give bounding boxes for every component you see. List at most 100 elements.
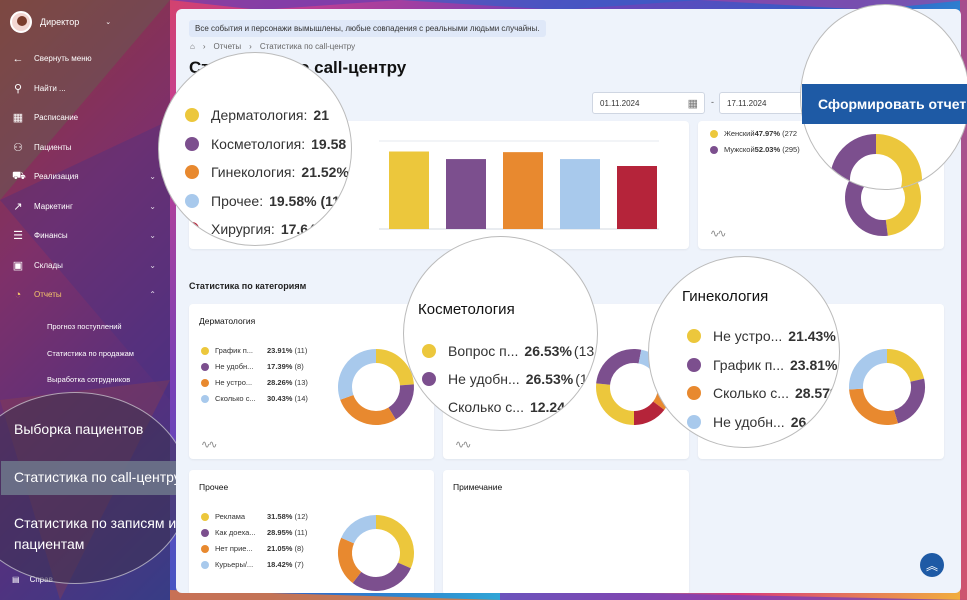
chevrons-up-icon: ︽ xyxy=(925,558,938,573)
zoom-cosmetology: Косметология Вопрос п... 26.53% (13 Не удоб… xyxy=(403,236,598,431)
sidebar-subitem-sales-stats[interactable]: Статистика по продажам xyxy=(47,348,134,358)
chevron-down-icon: ⌄ xyxy=(149,260,156,270)
calendar-icon: ▦ xyxy=(687,98,698,110)
zoom-legend-item: Не удобн... 26 xyxy=(687,414,808,430)
donut-slice-2 xyxy=(596,349,642,386)
zoom-legend-item: Не удобн... 26.53% (13 xyxy=(422,371,595,387)
legend-item: График п... 23.91% (11) xyxy=(201,346,307,355)
sidebar-item-patients[interactable]: ⚇ Пациенты xyxy=(13,141,72,154)
zoom-legend-item: Прочее: 19.58% (111 xyxy=(185,193,349,209)
other-card: Прочее Реклама 31.58% (12) Как доеха... 28.… xyxy=(189,470,434,593)
gynecology-donut xyxy=(849,349,925,425)
donut-slice-4 xyxy=(849,349,888,390)
trend-wave-icon: ∿∿ xyxy=(710,228,727,240)
sidebar-item-warehouses[interactable]: ▣ Склады ⌄ xyxy=(12,259,156,272)
sidebar-item-marketing[interactable]: ↗ Маркетинг ⌄ xyxy=(13,200,156,213)
home-icon[interactable]: ⌂ xyxy=(190,42,195,51)
bar-3 xyxy=(503,152,543,229)
dermatology-donut xyxy=(338,349,414,425)
donut-slice-1 xyxy=(596,383,635,425)
donut-slice-1 xyxy=(875,134,922,189)
breadcrumb: ⌂ › Отчеты › Статистика по call-центру xyxy=(190,42,356,51)
zoom-sidebar-magnifier: Выборка пациентов Статистика по call-цен… xyxy=(0,392,190,584)
sidebar-item-appointments-stats[interactable]: Статистика по записям и xyxy=(14,515,177,531)
chevron-down-icon: ⌄ xyxy=(149,231,156,241)
zoom-active-highlight xyxy=(1,461,189,495)
zoom-legend-item: Гинекология: 21.52% xyxy=(185,164,351,180)
donut-slice-3 xyxy=(340,394,396,425)
legend-female: Женский 47.97% (272 xyxy=(710,129,797,138)
date-separator: - xyxy=(711,97,714,107)
section-title: Статистика по категориям xyxy=(189,281,307,291)
sidebar-item-sales[interactable]: ⛟ Реализация ⌄ xyxy=(12,169,156,182)
disclaimer-notice: Все события и персонажи вымышлены, любые… xyxy=(189,20,546,37)
breadcrumb-current: Статистика по call-центру xyxy=(259,42,356,51)
avatar xyxy=(10,11,32,33)
card-title: Дерматология xyxy=(199,316,256,326)
card-title: Прочее xyxy=(199,482,229,492)
sidebar-subitem-staff-output[interactable]: Выработка сотрудников xyxy=(47,375,131,385)
bar-1 xyxy=(389,151,429,229)
arrow-left-icon: ← xyxy=(12,52,24,65)
bar-2 xyxy=(446,159,486,229)
chevron-down-icon: ⌄ xyxy=(149,172,156,182)
sidebar-item-appointments-stats-cont: пациентам xyxy=(14,536,85,552)
bar-5 xyxy=(617,166,657,229)
zoom-legend-item: Сколько с... 12.24 xyxy=(448,399,566,415)
sidebar-subitem-income-forecast[interactable]: Прогноз поступлений xyxy=(47,322,122,332)
sidebar-item-collapse[interactable]: ← Свернуть меню xyxy=(12,52,92,65)
cart-icon: ⛟ xyxy=(12,169,26,182)
legend-male: Мужской 52.03% (295) xyxy=(710,145,800,154)
search-icon: ⚲ xyxy=(13,82,23,95)
donut-slice-2 xyxy=(388,384,414,420)
donut-slice-2 xyxy=(352,562,411,591)
legend-item: Курьеры/... 18.42% (7) xyxy=(201,560,304,569)
sidebar-item-reports[interactable]: ◔ Отчеты ⌃ xyxy=(0,280,170,310)
legend-item: Не удобн... 17.39% (8) xyxy=(201,362,304,371)
donut-slice-4 xyxy=(338,349,377,400)
legend-item: Как доеха... 28.95% (11) xyxy=(201,528,307,537)
zoom-legend-item: Дерматология: 21 xyxy=(185,107,331,123)
donut-slice-3 xyxy=(849,388,898,425)
dermatology-card: Дерматология График п... 23.91% (11) Не уд… xyxy=(189,304,434,459)
zoom-card-title: Гинекология xyxy=(682,288,769,305)
breadcrumb-reports[interactable]: Отчеты xyxy=(213,42,242,51)
sidebar-item-search[interactable]: ⚲ Найти ... xyxy=(13,82,66,95)
zoom-legend-item: График п... 23.81% xyxy=(687,357,839,373)
calendar-icon: ▦ xyxy=(12,112,24,125)
zoom-legend-item: Не устро... 21.43% xyxy=(687,328,838,344)
zoom-gynecology: Гинекология Не устро... 21.43% График п...… xyxy=(648,256,840,448)
sidebar-item-finance[interactable]: ☰ Финансы ⌄ xyxy=(13,230,156,243)
sidebar-item-callcenter-stats[interactable]: Статистика по call-центру xyxy=(14,469,181,485)
legend-item: Нет прие... 21.05% (8) xyxy=(201,544,304,553)
sidebar-item-schedule[interactable]: ▦ Расписание xyxy=(12,112,79,125)
gender-donut-zoom xyxy=(830,134,922,189)
chevron-up-icon: ⌃ xyxy=(149,290,156,300)
trend-icon: ↗ xyxy=(13,200,23,213)
box-icon: ▣ xyxy=(12,259,24,272)
trend-wave-icon: ∿∿ xyxy=(201,439,218,451)
zoom-legend-item: Косметология: 19.58 xyxy=(185,136,348,152)
bar-chart xyxy=(379,140,659,230)
zoom-card-title: Косметология xyxy=(418,301,515,318)
book-icon: ▤ xyxy=(12,575,20,584)
donut-slice-1 xyxy=(886,349,925,383)
user-role: Директор xyxy=(40,17,80,27)
other-donut xyxy=(338,515,414,591)
trend-wave-icon: ∿∿ xyxy=(455,439,472,451)
bar-4 xyxy=(560,159,600,229)
donut-slice-2 xyxy=(830,134,877,189)
scroll-top-button[interactable]: ︽ xyxy=(920,553,944,577)
zoom-legend-item: Сколько с... 28.57% xyxy=(687,385,839,401)
zoom-legend-item: Вопрос п... 26.53% (13 xyxy=(422,343,594,359)
pie-icon: ◔ xyxy=(14,288,22,301)
users-icon: ⚇ xyxy=(13,141,23,154)
user-menu[interactable]: Директор ⌄ xyxy=(0,0,170,44)
legend-item: Сколько с... 30.43% (14) xyxy=(201,394,308,403)
generate-report-button[interactable]: Сформировать отчет xyxy=(802,84,967,124)
coins-icon: ☰ xyxy=(13,230,23,243)
legend-item: Реклама 31.58% (12) xyxy=(201,512,308,521)
date-from-field[interactable]: 01.11.2024 ▦ xyxy=(592,92,705,114)
legend-item: Не устро... 28.26% (13) xyxy=(201,378,308,387)
sidebar-item-patient-selection[interactable]: Выборка пациентов xyxy=(14,421,144,437)
